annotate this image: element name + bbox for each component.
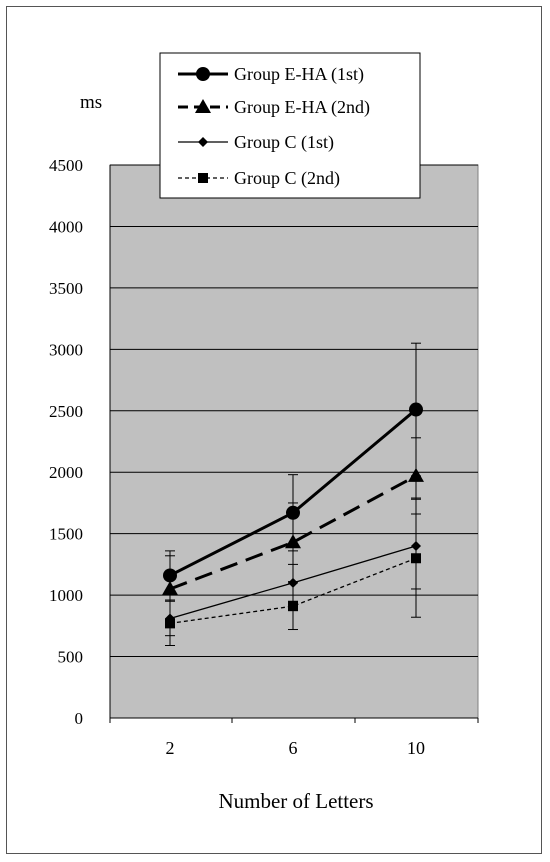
marker-triangle — [285, 534, 301, 549]
marker-circle — [196, 67, 210, 81]
series-line — [169, 474, 417, 591]
marker-diamond — [198, 137, 208, 147]
marker-square — [288, 601, 298, 612]
y-tick-label: 4000 — [49, 217, 83, 236]
marker-square — [165, 618, 175, 629]
legend-label: Group E-HA (2nd) — [234, 97, 370, 118]
series-layer — [162, 342, 424, 646]
axes — [109, 165, 479, 723]
x-axis-label: Number of Letters — [218, 789, 373, 813]
y-tick-label: 1500 — [49, 525, 83, 544]
y-tick-label: 0 — [75, 709, 84, 728]
y-tick-label: 1000 — [49, 586, 83, 605]
series-2 — [162, 437, 424, 623]
marker-triangle — [162, 580, 178, 595]
x-tick-label: 6 — [289, 738, 298, 758]
plot-area — [109, 164, 479, 719]
marker-triangle — [195, 99, 211, 113]
x-tick-label: 10 — [407, 738, 425, 758]
y-tick-labels: 0 500 1000 1500 2000 2500 3000 3500 4000 4500 — [49, 156, 83, 728]
y-axis-label: ms — [80, 92, 102, 113]
marker-circle — [409, 402, 423, 417]
marker-square — [198, 173, 208, 183]
y-tick-label: 3500 — [49, 279, 83, 298]
legend: Group E-HA (1st) Group E-HA (2nd) Group C … — [159, 52, 421, 199]
y-tick-label: 3000 — [49, 340, 83, 359]
y-tick-label: 2000 — [49, 463, 83, 482]
series-4 — [165, 497, 421, 646]
series-line — [169, 557, 417, 625]
legend-label: Group C (2nd) — [234, 168, 340, 189]
y-tick-label: 500 — [58, 648, 84, 667]
x-tick-label: 2 — [166, 738, 175, 758]
y-tick-label: 4500 — [49, 156, 83, 175]
y-tick-label: 2500 — [49, 402, 83, 421]
legend-label: Group C (1st) — [234, 132, 334, 153]
x-tick-labels: 2 6 10 — [166, 738, 426, 758]
legend-label: Group E-HA (1st) — [234, 64, 364, 85]
marker-square — [411, 553, 421, 564]
marker-triangle — [408, 467, 424, 482]
